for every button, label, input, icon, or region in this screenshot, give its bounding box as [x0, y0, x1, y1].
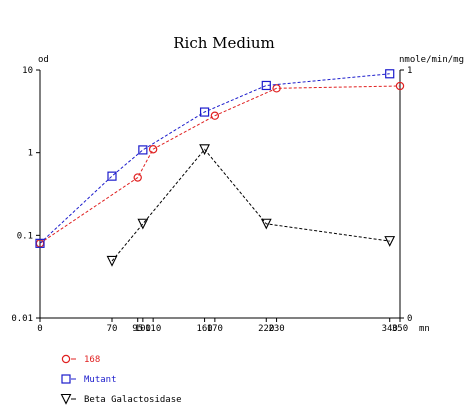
data-point-beta-galactosidase	[384, 236, 396, 247]
right-axis-tick-label: 1	[407, 66, 412, 76]
x-axis-tick-label: 220	[258, 324, 274, 334]
data-point-168	[210, 111, 220, 120]
left-axis-tick-label: 0.01	[11, 314, 33, 324]
series-line-beta-galactosidase	[111, 148, 390, 262]
legend-label-beta-galactosidase: Beta Galactosidase	[84, 395, 182, 405]
right-axis-label: nmole/min/mg	[399, 55, 464, 65]
legend-marker-mutant	[61, 374, 71, 384]
x-axis-tick-label: 110	[145, 324, 161, 334]
series-layer	[35, 69, 405, 267]
left-axis-tick-label: 10	[22, 66, 33, 76]
legend: 168 Mutant Beta Galactosidase	[60, 354, 182, 405]
x-axis-tick-label: 70	[107, 324, 118, 334]
data-point-beta-galactosidase	[137, 218, 149, 230]
legend-label-168: 168	[84, 355, 100, 365]
x-axis-tick-label: 340	[382, 324, 398, 334]
data-point-168	[395, 81, 405, 91]
left-axis-label: od	[38, 55, 49, 65]
legend-marker-168	[61, 354, 71, 364]
data-point-168	[272, 84, 281, 93]
left-axis-tick-label: 1	[28, 149, 33, 159]
data-point-168	[148, 145, 158, 154]
legend-label-mutant: Mutant	[84, 375, 117, 385]
legend-marker-beta-galactosidase	[60, 393, 72, 405]
series-line-168	[39, 85, 401, 244]
chart-title: Rich Medium	[173, 34, 274, 52]
x-axis-tick-label: 350	[392, 324, 408, 334]
data-point-mutant	[138, 145, 148, 155]
x-axis-tick-label: 0	[37, 324, 42, 334]
x-axis-tick-label: 160	[196, 324, 212, 334]
x-axis-label: mn	[419, 324, 430, 334]
data-point-beta-galactosidase	[106, 255, 118, 267]
data-point-mutant	[35, 238, 45, 248]
left-axis-tick-label: 0.1	[17, 231, 33, 241]
data-point-mutant	[107, 171, 117, 181]
x-axis-tick-label: 170	[207, 324, 223, 334]
data-point-beta-galactosidase	[260, 218, 272, 230]
data-point-beta-galactosidase	[199, 144, 210, 156]
data-point-168	[133, 173, 142, 182]
data-point-mutant	[199, 107, 210, 117]
x-axis-tick-label: 95	[132, 324, 143, 334]
data-point-mutant	[385, 69, 395, 79]
x-axis-tick-label: 230	[268, 324, 284, 334]
right-axis-tick-label: 0	[407, 314, 412, 324]
x-axis-tick-label: 100	[135, 324, 151, 334]
data-point-mutant	[261, 80, 271, 91]
series-line-mutant	[39, 73, 390, 244]
